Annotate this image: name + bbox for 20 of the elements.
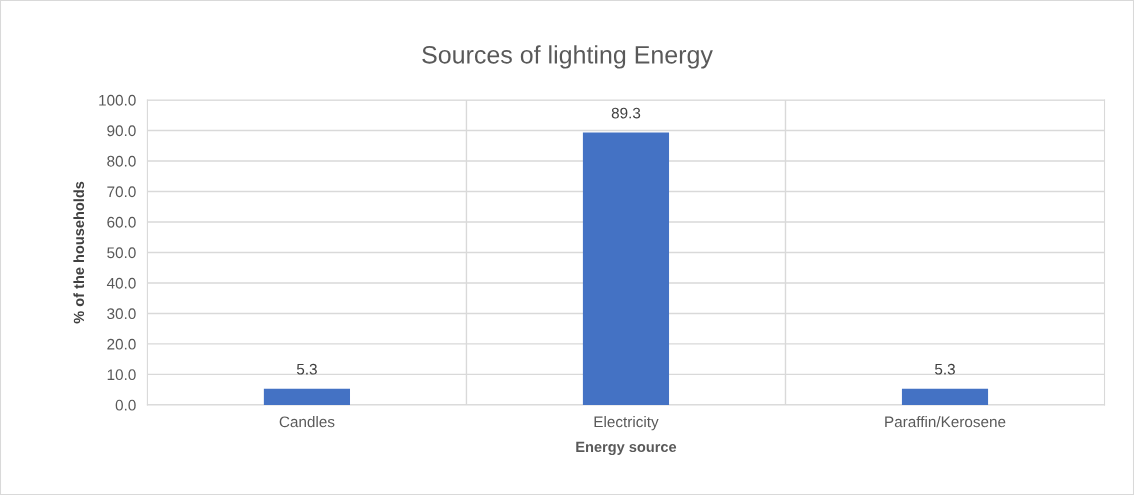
x-tick-label: Candles [279,416,335,428]
y-tick-label: 70.0 [107,186,136,198]
chart-title: Sources of lighting Energy [422,45,713,69]
x-tick-label: Paraffin/Kerosene [885,416,1006,428]
y-tick-label: 100.0 [99,94,136,106]
data-label: 89.3 [611,107,641,119]
y-tick-label: 0.0 [115,399,136,411]
y-tick-label: 60.0 [107,216,136,228]
y-tick-label: 80.0 [107,155,136,167]
x-axis-title: Energy source [576,441,677,455]
y-axis-title: % of the households [73,181,85,324]
data-label: 5.3 [296,363,317,375]
data-label: 5.3 [934,363,955,375]
x-tick-label: Electricity [594,416,659,431]
y-tick-label: 40.0 [106,277,136,289]
y-tick-label: 90.0 [107,125,136,137]
y-tick-label: 30.0 [107,308,136,320]
y-tick-label: 10.0 [107,369,136,381]
y-tick-label: 50.0 [107,247,136,259]
y-tick-label: 20.0 [107,338,136,350]
